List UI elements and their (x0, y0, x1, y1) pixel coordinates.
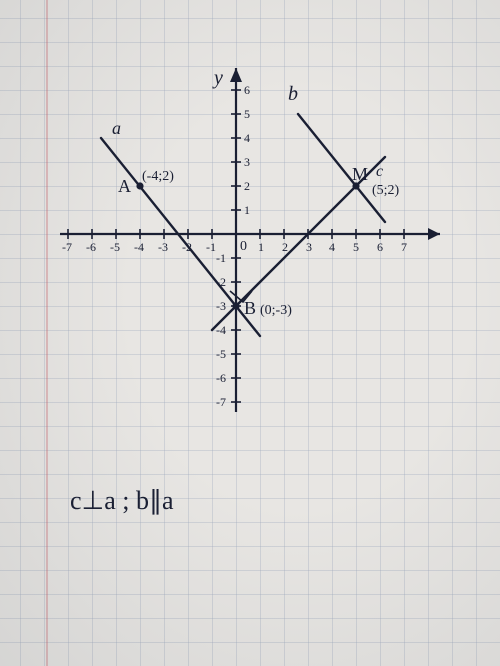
svg-text:3: 3 (244, 155, 250, 169)
svg-text:-7: -7 (62, 240, 72, 254)
svg-text:1: 1 (258, 240, 264, 254)
point-A-coords: (-4;2) (142, 169, 174, 184)
x-axis-arrow (428, 228, 440, 240)
svg-text:4: 4 (329, 240, 335, 254)
graph-svg: -7 -6 -5 -4 -3 -2 -1 1 2 3 4 5 6 7 6 5 4… (0, 0, 500, 666)
svg-text:-7: -7 (216, 395, 226, 409)
relations-caption: c⊥a ; b∥a (70, 486, 174, 516)
svg-text:-1: -1 (216, 251, 226, 265)
svg-text:-5: -5 (110, 240, 120, 254)
y-axis-label: y (212, 67, 223, 89)
svg-text:-1: -1 (206, 240, 216, 254)
line-b-label: b (288, 83, 298, 105)
svg-text:-5: -5 (216, 347, 226, 361)
svg-text:6: 6 (244, 83, 250, 97)
point-M-label: M (352, 164, 368, 184)
svg-text:-4: -4 (134, 240, 144, 254)
svg-text:7: 7 (401, 240, 407, 254)
point-B-label: B (244, 298, 256, 318)
svg-text:5: 5 (353, 240, 359, 254)
svg-text:6: 6 (377, 240, 383, 254)
svg-text:-6: -6 (216, 371, 226, 385)
point-M-coords: (5;2) (372, 183, 400, 198)
svg-text:-3: -3 (216, 299, 226, 313)
svg-text:4: 4 (244, 131, 250, 145)
point-B-coords: (0;-3) (260, 303, 292, 318)
line-b (298, 114, 385, 222)
point-A-label: A (118, 176, 131, 196)
origin-label: 0 (240, 239, 247, 254)
x-tick-labels: -7 -6 -5 -4 -3 -2 -1 1 2 3 4 5 6 7 (62, 240, 407, 254)
svg-text:-3: -3 (158, 240, 168, 254)
point-B (232, 302, 239, 309)
line-a-label: a (112, 118, 121, 138)
svg-text:2: 2 (244, 179, 250, 193)
line-c-label: c (376, 163, 383, 180)
svg-text:5: 5 (244, 107, 250, 121)
svg-text:3: 3 (306, 240, 312, 254)
svg-text:-6: -6 (86, 240, 96, 254)
svg-text:2: 2 (282, 240, 288, 254)
svg-text:1: 1 (244, 203, 250, 217)
y-axis-arrow (230, 68, 242, 82)
